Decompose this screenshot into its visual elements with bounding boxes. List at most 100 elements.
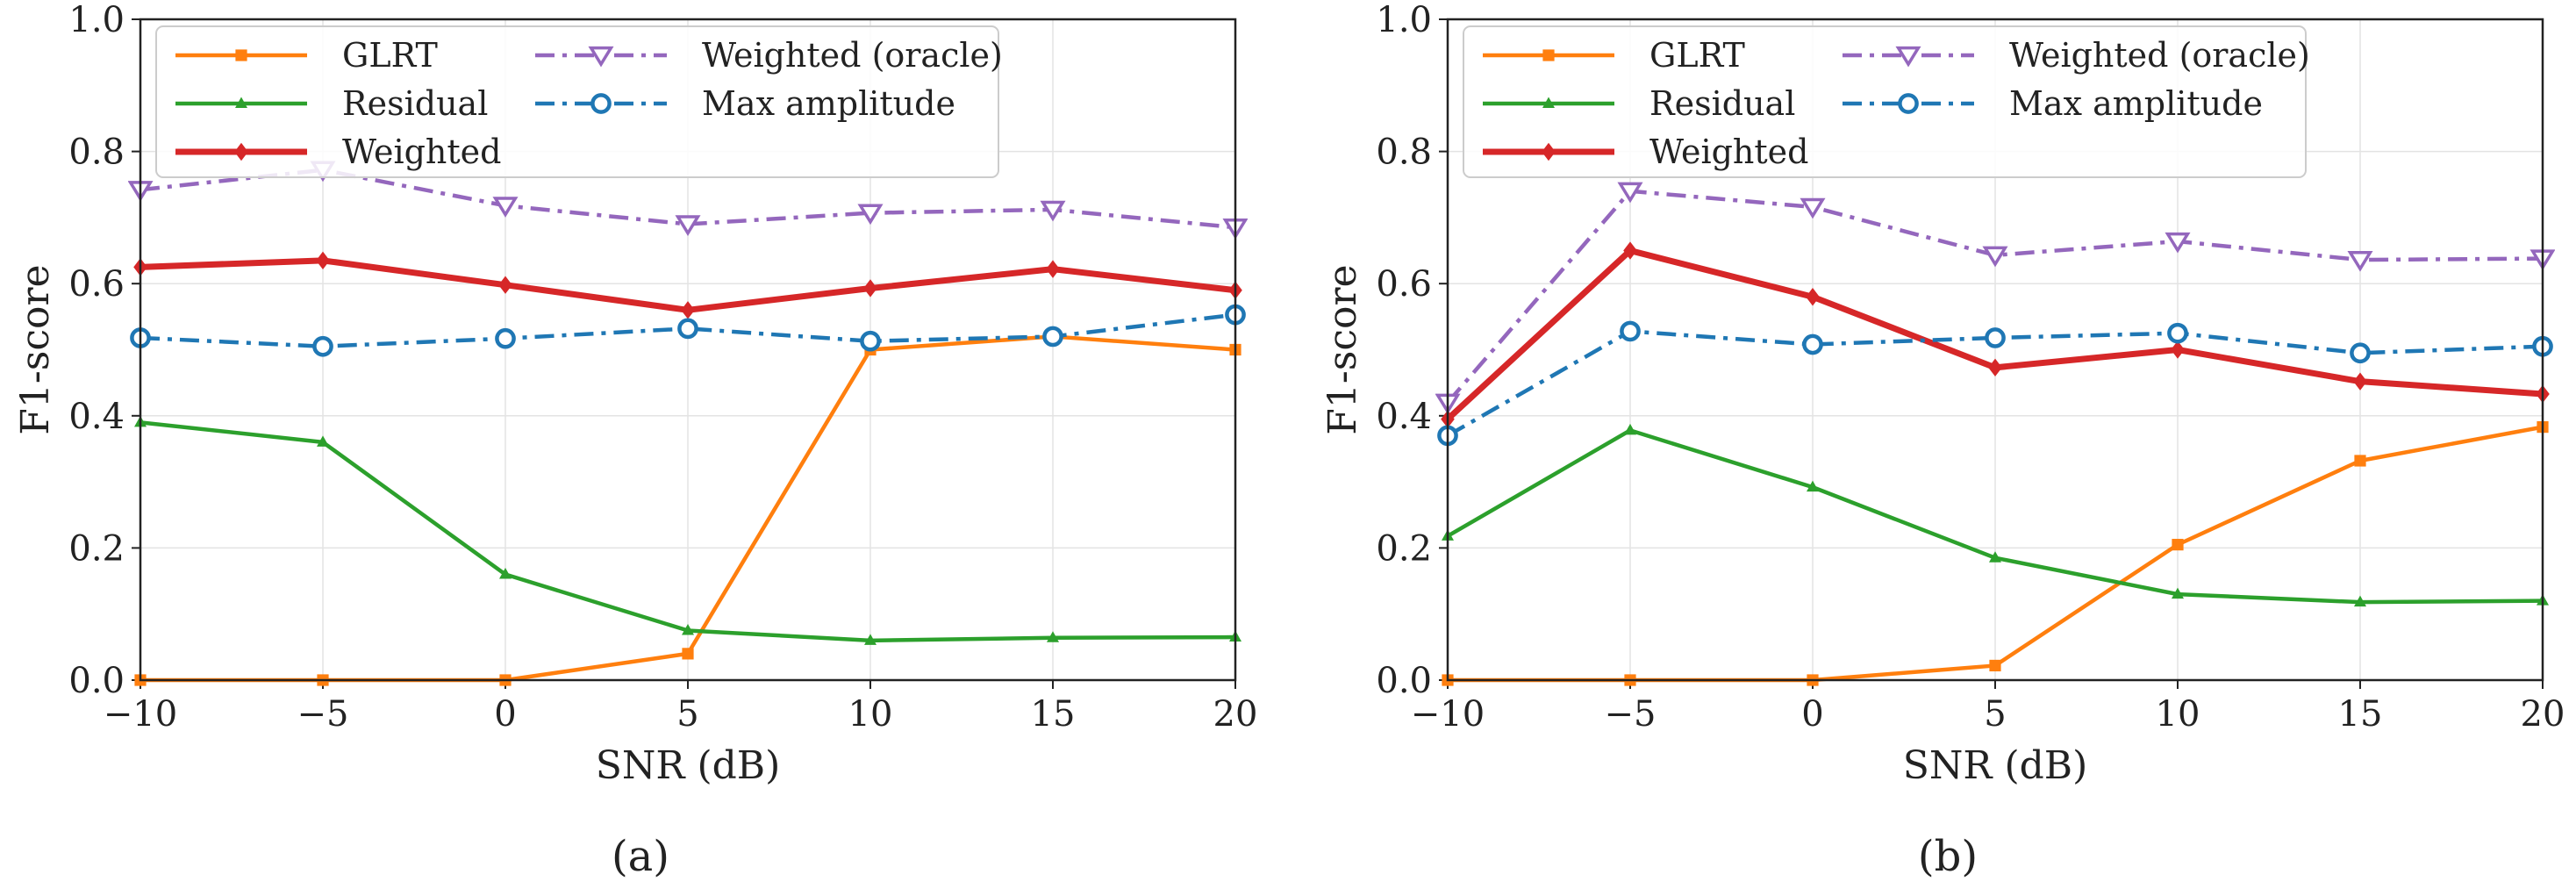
data-point — [1982, 246, 2008, 268]
data-point — [675, 215, 701, 236]
legend-label: Max amplitude — [2009, 84, 2263, 123]
axes-frame — [139, 18, 1237, 682]
panel-caption: (a) — [612, 832, 669, 881]
legend-label: Weighted — [1649, 133, 1808, 171]
legend-marker — [235, 49, 247, 61]
legend-label: Max amplitude — [702, 84, 955, 123]
legend-label: Weighted — [342, 133, 501, 171]
data-point — [2165, 232, 2191, 254]
x-tick-label: −10 — [104, 694, 177, 735]
y-tick-label: 0.0 — [68, 661, 125, 701]
legend-label: GLRT — [342, 36, 438, 75]
axes-frame — [1446, 18, 2544, 682]
legend-marker — [1898, 93, 1919, 114]
data-point — [1624, 423, 1636, 435]
x-tick-label: 10 — [848, 694, 893, 735]
data-point — [1047, 631, 1059, 642]
data-point — [1806, 288, 1820, 306]
x-tick-label: −5 — [1605, 694, 1657, 735]
data-point — [1989, 551, 2001, 563]
data-point — [860, 330, 881, 352]
y-tick-label: 0.2 — [68, 528, 125, 569]
legend-marker — [588, 46, 614, 68]
y-tick-label: 1.0 — [68, 0, 125, 40]
y-tick-label: 0.6 — [1376, 264, 1432, 305]
y-axis-title: F1-score — [13, 264, 58, 434]
legend-marker — [1542, 97, 1555, 108]
legend: GLRT Residual Weighted Weighted (oracle) Max… — [155, 25, 1003, 178]
data-point — [312, 335, 333, 357]
data-point — [1802, 333, 1823, 355]
x-tick-label: 5 — [676, 694, 698, 735]
y-tick-label: 0.0 — [1376, 661, 1432, 701]
data-point — [2171, 340, 2185, 359]
y-tick-label: 0.2 — [1376, 528, 1432, 569]
data-point — [316, 251, 330, 270]
chart-panel: −10 −5 0 5 10 15 20 0.0 0.2 0.4 0.6 0.8 1.0 SNR (dB) F… — [13, 0, 1257, 881]
x-tick-label: 5 — [1984, 694, 2006, 735]
data-point — [681, 301, 695, 319]
data-point — [1807, 480, 1819, 492]
x-tick-label: −5 — [297, 694, 349, 735]
data-point — [1985, 327, 2006, 348]
panel-caption: (b) — [1918, 832, 1978, 881]
data-point — [677, 318, 698, 340]
x-tick-label: 15 — [2338, 694, 2383, 735]
x-tick-label: 0 — [494, 694, 516, 735]
legend: GLRT Residual Weighted Weighted (oracle) Max… — [1463, 25, 2310, 178]
y-tick-label: 0.8 — [1376, 133, 1432, 173]
legend-marker — [234, 142, 248, 161]
data-point — [495, 327, 516, 349]
chart-panel: −10 −5 0 5 10 15 20 0.0 0.2 0.4 0.6 0.8 1.0 SNR (dB) F… — [1320, 0, 2565, 881]
legend-marker — [1542, 49, 1555, 61]
data-point — [682, 648, 694, 660]
data-point — [1988, 358, 2002, 377]
data-point — [2347, 250, 2373, 272]
legend-label: Weighted (oracle) — [2009, 36, 2310, 75]
y-tick-label: 0.4 — [68, 397, 125, 437]
y-tick-label: 0.8 — [68, 133, 125, 173]
data-point — [1989, 659, 2001, 672]
y-tick-label: 0.4 — [1376, 397, 1432, 437]
legend-label: Weighted (oracle) — [702, 36, 1003, 75]
x-tick-label: 10 — [2156, 694, 2200, 735]
data-point — [492, 197, 519, 218]
x-tick-label: 15 — [1031, 694, 1076, 735]
legend-marker — [235, 97, 247, 108]
y-tick-label: 1.0 — [1376, 0, 1432, 40]
data-point — [682, 624, 694, 635]
legend-marker — [1542, 142, 1556, 161]
data-point — [2172, 539, 2184, 551]
data-point — [498, 276, 512, 294]
data-point — [1617, 182, 1643, 204]
y-axis-title: F1-score — [1320, 264, 1365, 434]
data-point — [2354, 595, 2366, 607]
data-point — [2353, 372, 2367, 391]
data-point — [863, 279, 877, 297]
legend-label: Residual — [342, 84, 488, 123]
x-tick-label: 20 — [2521, 694, 2565, 735]
x-tick-label: 20 — [1213, 694, 1258, 735]
legend-marker — [590, 93, 612, 114]
data-point — [1800, 197, 1826, 219]
y-tick-label: 0.6 — [68, 264, 125, 305]
legend-label: GLRT — [1649, 36, 1745, 75]
data-point — [1620, 320, 1641, 342]
x-tick-label: 0 — [1801, 694, 1823, 735]
data-point — [2172, 587, 2184, 599]
x-axis-title: SNR (dB) — [1903, 743, 2088, 788]
data-point — [1040, 200, 1066, 222]
data-point — [499, 568, 512, 579]
data-point — [2354, 455, 2366, 467]
data-point — [1046, 260, 1060, 278]
data-point — [1042, 326, 1063, 348]
data-point — [864, 634, 877, 645]
data-point — [317, 435, 329, 447]
legend-marker — [1895, 46, 1921, 68]
data-point — [2167, 322, 2188, 344]
data-point — [857, 204, 884, 226]
data-point — [2350, 342, 2371, 364]
data-point — [1623, 241, 1637, 260]
x-axis-title: SNR (dB) — [596, 743, 781, 788]
